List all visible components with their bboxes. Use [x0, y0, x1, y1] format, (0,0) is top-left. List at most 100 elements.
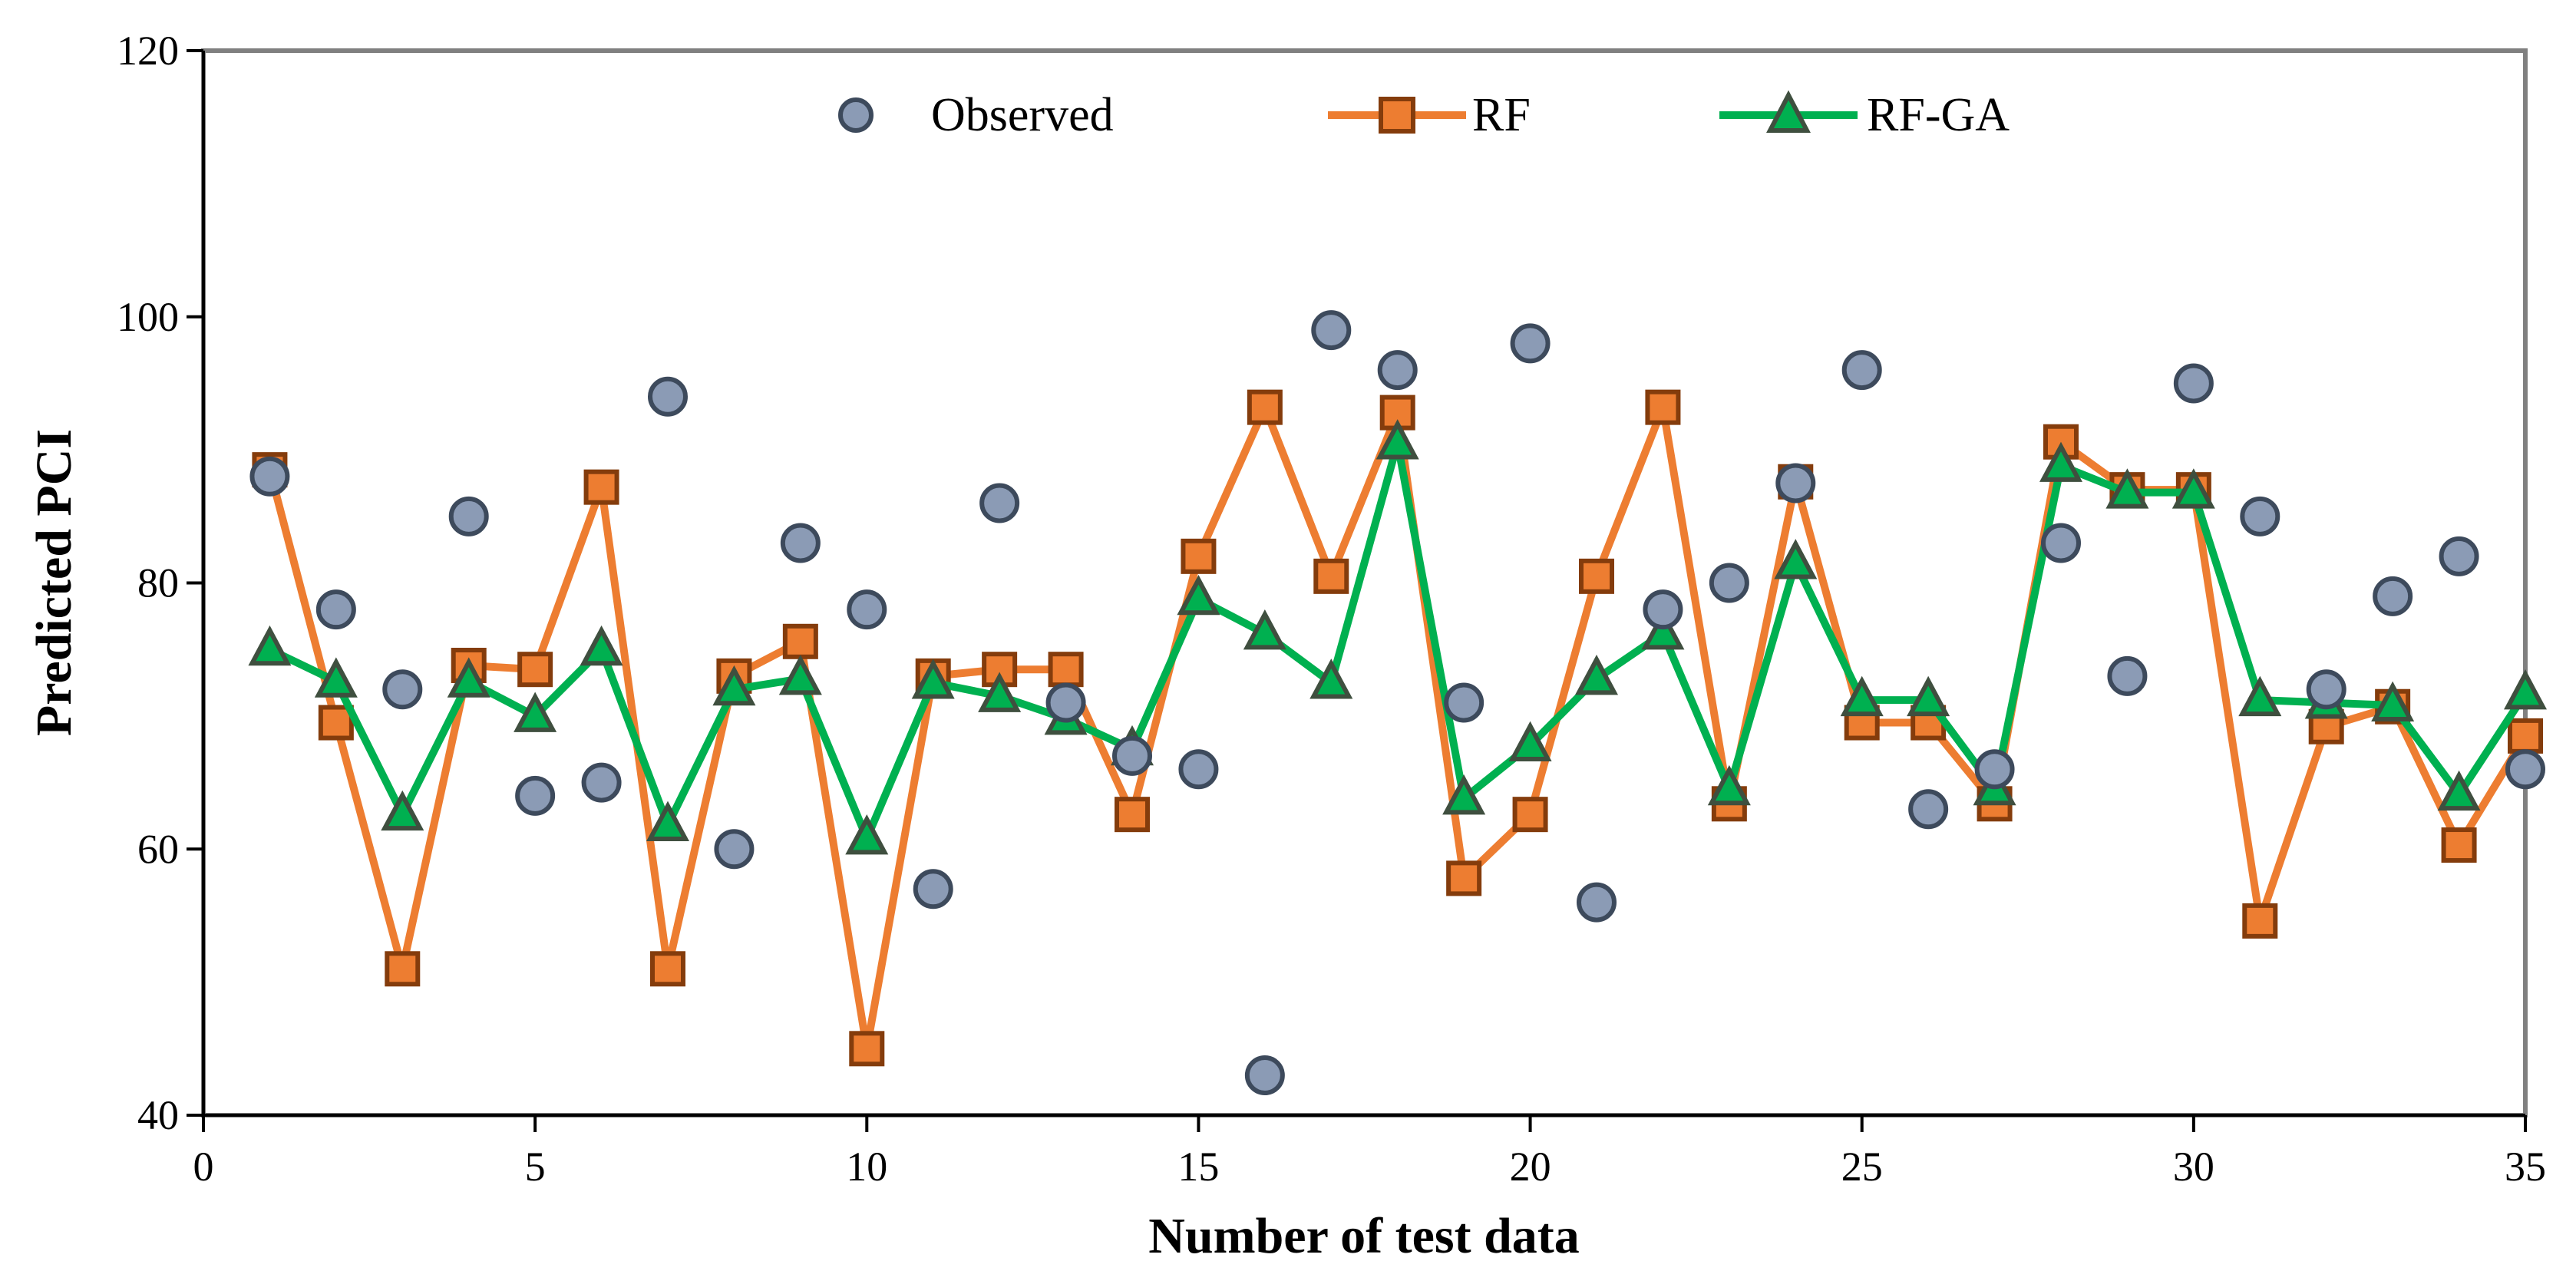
legend-item-rf-ga: RF-GA [1719, 89, 2010, 141]
x-tick-label: 20 [1510, 1144, 1551, 1190]
point-rf [385, 951, 421, 987]
point-rf [1645, 389, 1681, 425]
point-rf-ga [845, 814, 889, 855]
point-rf [1247, 389, 1283, 425]
point-rf-ga [514, 692, 557, 732]
point-observed [1444, 682, 1485, 723]
point-rf [318, 705, 354, 741]
point-observed [979, 483, 1020, 523]
point-rf-ga [2437, 770, 2481, 811]
point-rf-ga [1508, 721, 1552, 762]
point-observed [2439, 536, 2479, 576]
point-observed [515, 775, 556, 816]
axis-ticks: 40 60 80 100 120 0 5 10 15 20 25 30 35 [117, 28, 2546, 1190]
point-rf-ga [1840, 675, 1884, 717]
point-rf-ga [1309, 659, 1353, 699]
point-observed [2306, 669, 2346, 710]
point-rf [1579, 558, 1614, 594]
point-observed [648, 376, 688, 417]
y-tick-label: 100 [117, 294, 179, 340]
point-rf [1048, 652, 1084, 688]
point-rf-ga [580, 625, 623, 666]
point-rf [1115, 797, 1150, 833]
point-rf-ga [447, 657, 490, 698]
point-observed [1643, 589, 1683, 630]
legend-label-observed: Observed [931, 89, 1114, 141]
point-rf-ga [1574, 654, 1619, 695]
point-observed [1577, 882, 1617, 923]
point-rf [1313, 558, 1349, 594]
point-observed [913, 869, 953, 910]
legend-label-rf: RF [1472, 89, 1531, 141]
legend-item-rf: RF [1328, 89, 1531, 141]
point-rf-ga [712, 665, 756, 706]
x-tick-label: 15 [1177, 1144, 1219, 1190]
point-observed [1045, 682, 1086, 723]
point-rf-ga [911, 659, 955, 699]
point-rf-ga [2105, 468, 2149, 509]
point-rf-ga [1907, 675, 1950, 717]
point-observed [2240, 496, 2280, 536]
point-observed [2173, 363, 2214, 404]
point-observed [2041, 523, 2081, 563]
point-rf-ga [2039, 441, 2083, 482]
point-rf-ga [1641, 609, 1685, 650]
y-tick-label: 40 [137, 1092, 179, 1138]
point-rf-ga [1774, 539, 1818, 579]
point-observed [249, 456, 290, 497]
x-tick-label: 10 [846, 1144, 887, 1190]
point-observed [581, 762, 622, 803]
point-rf-ga [248, 625, 292, 666]
point-observed [2373, 576, 2413, 616]
point-observed [2107, 655, 2148, 696]
point-rf-ga [1376, 419, 1419, 460]
point-observed [1244, 1055, 1285, 1095]
legend-marker-rf [1379, 97, 1415, 134]
point-rf-ga [1707, 764, 1751, 806]
point-rf [2441, 827, 2477, 863]
point-observed [315, 589, 356, 630]
series-observed [249, 310, 2545, 1095]
x-tick-label: 25 [1841, 1144, 1883, 1190]
point-observed [1510, 323, 1551, 364]
point-observed [1178, 749, 1219, 790]
point-observed [382, 669, 423, 710]
point-rf-ga [978, 672, 1022, 712]
point-rf-ga [646, 801, 690, 842]
point-observed [1908, 789, 1949, 830]
point-observed [1112, 735, 1152, 776]
point-rf-ga [2503, 669, 2548, 710]
point-observed [1841, 350, 1882, 391]
y-axis-title: Predicted PCI [26, 429, 82, 736]
point-rf-ga [1177, 574, 1220, 616]
legend-item-observed: Observed [838, 89, 1114, 141]
point-rf-ga [2371, 681, 2415, 722]
point-rf [583, 469, 619, 505]
x-axis-title: Number of test data [1148, 1208, 1580, 1264]
point-observed [714, 829, 755, 870]
point-rf [849, 1031, 885, 1067]
point-observed [2505, 749, 2545, 790]
point-rf-ga [2171, 468, 2215, 509]
point-rf-ga [314, 657, 358, 698]
point-rf-ga [381, 790, 424, 831]
y-tick-label: 80 [137, 560, 179, 606]
point-rf [650, 951, 685, 987]
legend: Observed RF RF-GA [838, 89, 2010, 141]
point-rf [2242, 903, 2278, 939]
y-tick-label: 60 [137, 826, 179, 872]
point-rf [517, 652, 553, 688]
point-rf-ga [1243, 609, 1286, 650]
legend-label-rf-ga: RF-GA [1867, 89, 2010, 141]
legend-marker-observed [838, 97, 874, 133]
point-rf-ga [778, 654, 822, 695]
point-observed [1974, 749, 2015, 790]
point-rf-ga [2238, 675, 2282, 717]
series-layer [248, 310, 2548, 1095]
point-observed [448, 496, 489, 536]
point-rf [1181, 538, 1217, 574]
legend-marker-rf-ga [1766, 90, 1811, 133]
point-rf [2508, 718, 2543, 754]
point-observed [847, 589, 887, 630]
